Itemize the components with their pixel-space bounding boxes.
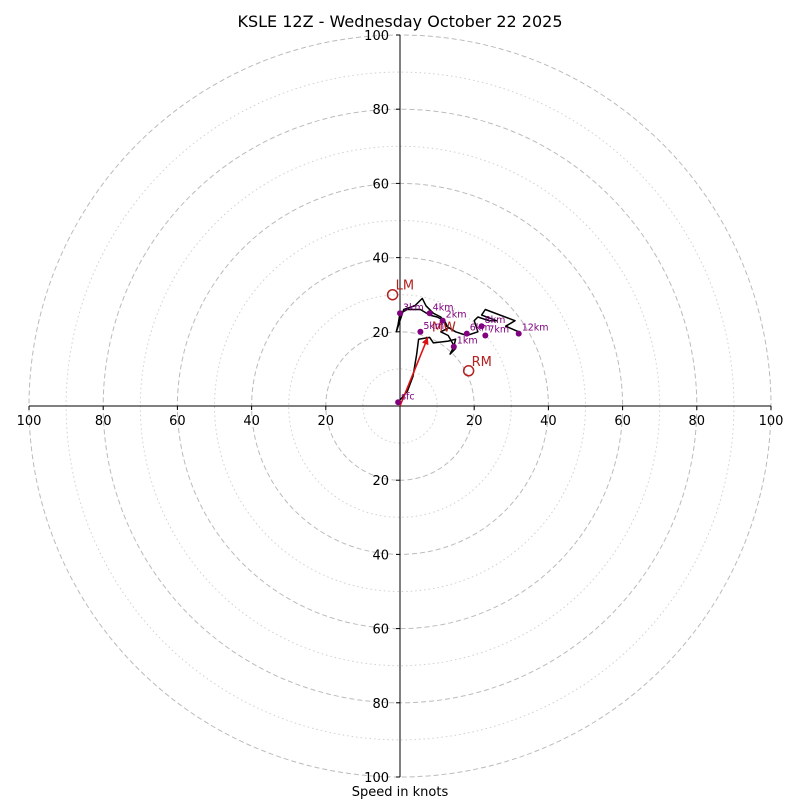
height-marker-6km — [463, 330, 470, 337]
mean-wind-label: MW — [432, 320, 456, 335]
x-tick-label: 60 — [169, 414, 186, 429]
y-tick-label: 100 — [364, 771, 389, 786]
height-label-8km: 8km — [485, 315, 506, 326]
height-label-1km: 1km — [457, 336, 478, 347]
height-marker-8km — [478, 323, 485, 330]
x-tick-label: 100 — [759, 414, 784, 429]
storm-motion-label-lm: LM — [396, 279, 414, 294]
height-marker-5km — [417, 328, 424, 335]
storm-motion-group: MW LM RM — [386, 279, 492, 407]
height-label-12km: 12km — [522, 323, 549, 334]
storm-motion-label-rm: RM — [472, 355, 492, 370]
chart-title: KSLE 12Z - Wednesday October 22 2025 — [237, 12, 562, 31]
mean-wind-vector — [399, 337, 429, 407]
height-markers: sfc1km2km3km4km5km6km7km8km12km — [395, 302, 549, 406]
height-marker-1km — [450, 343, 457, 350]
height-marker-4km — [426, 310, 433, 317]
tick-labels: 100 80 60 40 20 20 40 60 80 100 100 80 60 40 20 20 40 60 8… — [17, 29, 784, 786]
height-marker-2km — [439, 317, 446, 324]
x-tick-label: 80 — [689, 414, 706, 429]
height-label-sfc: sfc — [401, 391, 415, 402]
y-tick-label: 20 — [372, 474, 389, 489]
y-tick-label: 60 — [372, 177, 389, 192]
storm-motion-marker-lm — [386, 288, 399, 301]
y-tick-label: 100 — [364, 29, 389, 44]
storm-motion-marker-rm — [462, 365, 475, 377]
y-tick-label: 60 — [372, 623, 389, 638]
height-marker-7km — [482, 332, 489, 339]
x-tick-label: 20 — [466, 414, 483, 429]
y-tick-label: 80 — [372, 697, 389, 712]
x-tick-label: 40 — [243, 414, 260, 429]
x-tick-label: 20 — [318, 414, 335, 429]
hodograph-trace — [395, 297, 519, 403]
height-label-5km: 5km — [423, 321, 444, 332]
y-tick-label: 40 — [372, 252, 389, 267]
height-marker-12km — [515, 330, 522, 337]
height-marker-sfc — [395, 399, 402, 406]
x-tick-label: 40 — [540, 414, 557, 429]
x-tick-label: 80 — [95, 414, 112, 429]
y-tick-label: 20 — [372, 326, 389, 341]
mean-wind-arrowhead — [421, 337, 429, 346]
x-axis-label: Speed in knots — [352, 785, 449, 800]
x-tick-label: 100 — [17, 414, 42, 429]
height-label-7km: 7km — [488, 325, 509, 336]
height-marker-3km — [397, 310, 403, 317]
y-tick-label: 40 — [372, 548, 389, 563]
height-label-2km: 2km — [446, 310, 467, 321]
height-label-3km: 3km — [403, 302, 424, 313]
y-tick-label: 80 — [372, 103, 389, 118]
height-label-4km: 4km — [433, 302, 454, 313]
hodograph-trace-group — [395, 297, 519, 403]
x-tick-label: 60 — [614, 414, 631, 429]
